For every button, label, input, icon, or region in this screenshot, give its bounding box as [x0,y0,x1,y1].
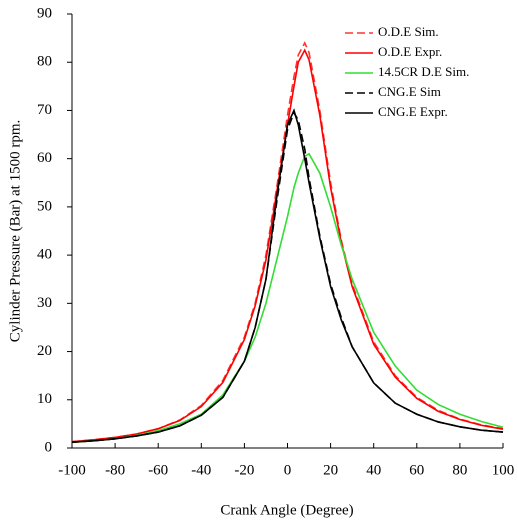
x-tick-label: -60 [148,462,168,478]
x-tick-label: -20 [234,462,254,478]
y-tick-label: 50 [37,198,52,214]
legend-label: O.D.E Sim. [378,24,439,39]
y-tick-label: 20 [37,343,52,359]
series-line [71,48,504,443]
x-tick-label: -40 [191,462,211,478]
x-tick-label: 80 [452,462,467,478]
series-line [71,152,504,444]
y-axis-label: Cylinder Pressure (Bar) at 1500 rpm. [7,120,23,342]
y-tick-label: 40 [37,247,52,263]
y-tick-label: 90 [37,5,52,21]
x-tick-label: 40 [366,462,381,478]
x-tick-label: 100 [492,462,515,478]
x-axis-label: Crank Angle (Degree) [220,502,353,518]
y-tick-label: 10 [37,391,52,407]
series-line [71,41,504,443]
x-tick-label: -80 [105,462,125,478]
y-tick-label: 30 [37,295,52,311]
legend-label: O.D.E Expr. [378,44,442,59]
legend-label: 14.5CR D.E Sim. [378,64,469,79]
x-tick-label: 20 [323,462,338,478]
x-tick-label: 60 [409,462,424,478]
y-tick-label: 80 [37,54,52,70]
legend-label: CNG.E Sim [378,84,441,99]
series-line [71,111,504,444]
x-tick-label: 0 [284,462,292,478]
y-tick-label: 0 [45,439,53,455]
legend-label: CNG.E Expr. [378,104,448,119]
series-line [71,108,504,444]
y-tick-label: 60 [37,150,52,166]
x-tick-label: -100 [58,462,86,478]
y-tick-label: 70 [37,102,52,118]
